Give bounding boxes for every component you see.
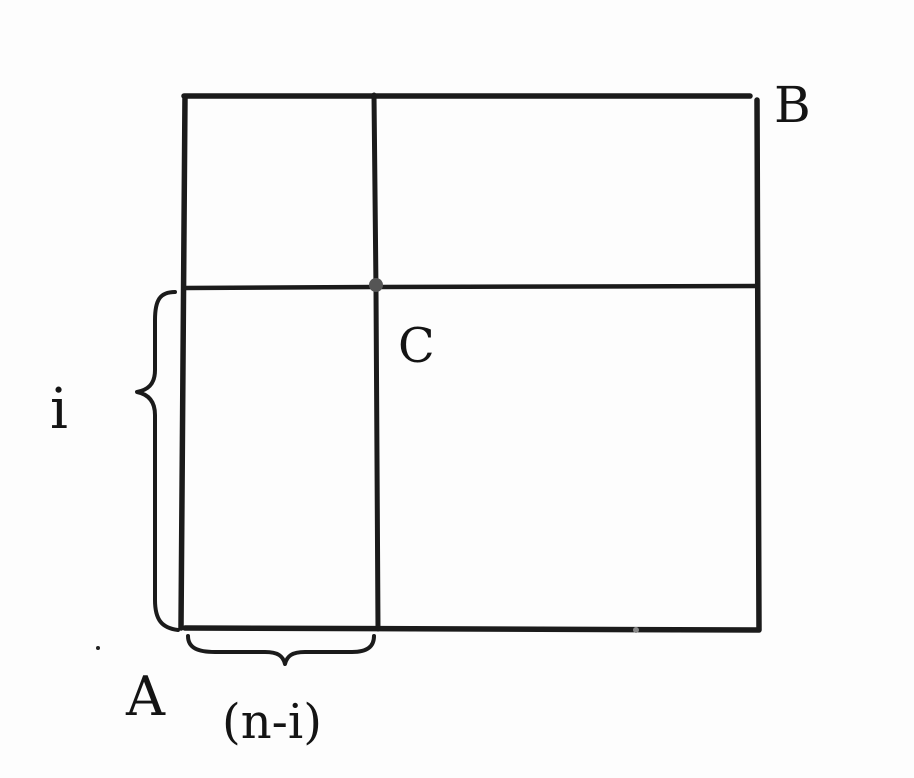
horizontal-brace xyxy=(186,634,376,666)
paper-speck xyxy=(96,646,100,650)
label-n-minus-i: (n-i) xyxy=(222,694,322,750)
vertical-brace xyxy=(135,290,180,632)
label-i: i xyxy=(50,377,68,442)
label-b: B xyxy=(774,76,811,134)
point-c-marker xyxy=(369,278,383,292)
label-a: A xyxy=(125,665,166,728)
horizontal-grid-line xyxy=(182,283,760,291)
label-c: C xyxy=(398,318,435,374)
vertical-grid-line xyxy=(371,92,381,632)
paper-speck xyxy=(633,627,639,633)
outer-square xyxy=(178,93,762,633)
